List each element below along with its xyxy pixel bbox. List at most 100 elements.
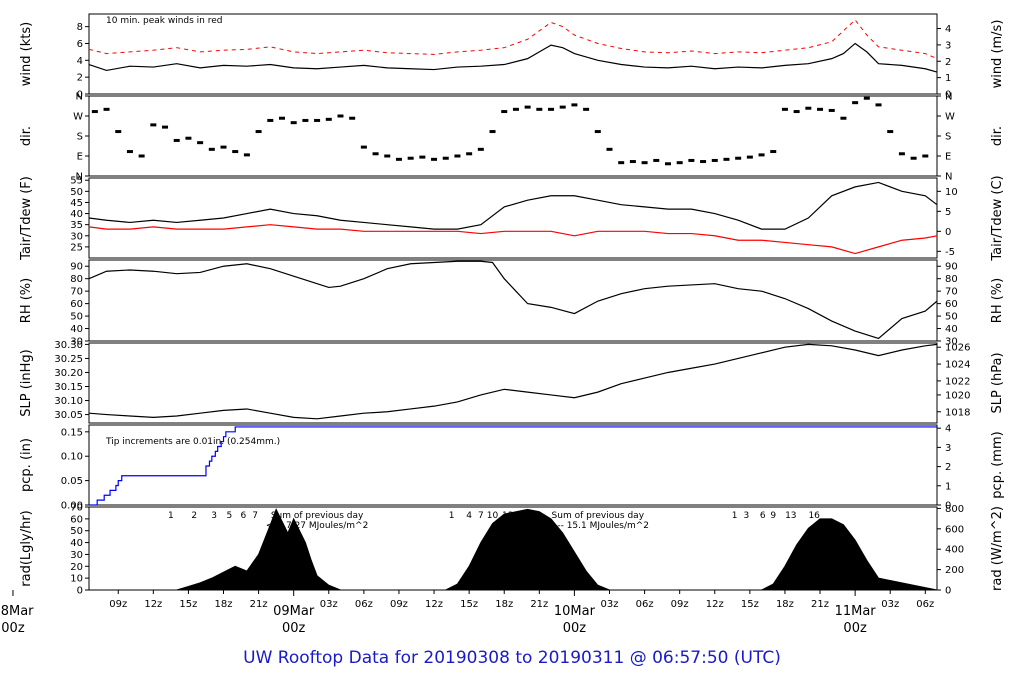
dir-point — [91, 110, 98, 114]
dir-point — [162, 125, 169, 129]
rad-right-tick-label: 800 — [945, 504, 964, 515]
dir-right-tick-label: E — [945, 152, 951, 163]
dir-point — [349, 116, 356, 120]
temp-left-tick-label: 50 — [70, 187, 83, 198]
dir-point — [852, 101, 859, 105]
x-hour-tick-label: 06z — [355, 599, 373, 610]
dir-point — [407, 156, 414, 160]
dir-right-tick-label: S — [945, 132, 951, 143]
rh-left-tick-label: 90 — [70, 262, 83, 273]
rh-right-tick-label: 50 — [945, 312, 958, 323]
dir-point — [173, 138, 180, 142]
x-day-label: 09Mar — [273, 604, 315, 619]
dir-ylabel-left: dir. — [19, 126, 34, 146]
slp-ylabel-right: SLP (hPa) — [990, 352, 1005, 413]
dir-point — [419, 155, 426, 159]
rad-right-tick-label: 400 — [945, 545, 964, 556]
wind-left-tick-label: 2 — [77, 73, 83, 84]
wind-frame — [88, 13, 938, 95]
dir-point — [898, 152, 905, 156]
chart-footer-title: UW Rooftop Data for 20190308 to 20190311… — [243, 648, 781, 668]
x-hour-tick-label: 12z — [706, 599, 724, 610]
pcp-frame — [88, 424, 938, 506]
temp-left-tick-label: 55 — [70, 176, 83, 187]
rad-hour-mark: 2 — [191, 511, 197, 521]
dir-point — [208, 147, 215, 151]
pcp-right-tick-label: 3 — [945, 443, 951, 454]
x-day-label: 08Mar — [0, 604, 34, 619]
x-hour-tick-label: 21z — [250, 599, 268, 610]
dir-point — [629, 160, 636, 164]
dir-point — [466, 152, 473, 156]
rh-left-tick-label: 80 — [70, 274, 83, 285]
dir-point — [746, 155, 753, 159]
wind-left-tick-label: 6 — [77, 39, 83, 50]
dir-point — [126, 150, 133, 154]
rad-hour-mark: 4 — [466, 511, 472, 521]
dir-point — [618, 161, 625, 165]
rh-left-tick-label: 60 — [70, 299, 83, 310]
temp-right-tick-label: 5 — [945, 207, 951, 218]
rh-right-tick-label: 90 — [945, 262, 958, 273]
wind-right-tick-label: 2 — [945, 57, 951, 68]
temp-tdew-line — [88, 224, 938, 255]
wind-peak-line — [88, 19, 938, 60]
dir-point — [232, 150, 239, 154]
dir-point — [781, 107, 788, 111]
x-hour-tick-label: 12z — [144, 599, 162, 610]
dir-point — [477, 147, 484, 151]
dir-point — [653, 158, 660, 162]
dir-point — [606, 147, 613, 151]
dir-panel — [85, 95, 941, 177]
temp-right-tick-label: -5 — [945, 247, 955, 258]
dir-point — [185, 136, 192, 140]
dir-point — [489, 130, 496, 134]
wind-right-tick-label: 1 — [945, 73, 951, 84]
temp-right-tick-label: 10 — [945, 187, 958, 198]
rad-left-tick-label: 40 — [70, 538, 83, 549]
rad-right-tick-label: 0 — [945, 586, 951, 597]
dir-point — [290, 121, 297, 125]
dir-point — [711, 158, 718, 162]
dir-left-tick-label: W — [73, 112, 83, 123]
dir-point — [922, 154, 929, 158]
x-hour-tick-label: 21z — [530, 599, 548, 610]
rad-hour-mark: 15 — [525, 511, 536, 521]
rad-hour-mark: 7 — [252, 511, 258, 521]
rad-area — [89, 508, 938, 591]
rad-hour-mark: 7 — [478, 511, 484, 521]
x-hour-tick-label: 18z — [495, 599, 513, 610]
dir-point — [442, 156, 449, 160]
rad-hour-mark: 1 — [732, 511, 738, 521]
rad-hour-mark: 1 — [168, 511, 174, 521]
dir-point — [512, 107, 519, 111]
dir-point — [197, 141, 204, 145]
slp-right-tick-label: 1024 — [945, 360, 970, 371]
rh-right-tick-label: 30 — [945, 337, 958, 348]
dir-point — [735, 156, 742, 160]
dir-point — [641, 161, 648, 165]
slp-right-tick-label: 1020 — [945, 390, 970, 401]
rh-left-tick-label: 70 — [70, 287, 83, 298]
wind-right-tick-label: 3 — [945, 40, 951, 51]
rad-sum-note-value: <--- 7.27 MJoules/m^2 — [266, 521, 368, 531]
dir-point — [817, 107, 824, 111]
dir-point — [828, 108, 835, 112]
dir-point — [337, 114, 344, 118]
wind-left-tick-label: 8 — [77, 22, 83, 33]
x-hour-tick-label: 15z — [741, 599, 759, 610]
rh-right-tick-label: 70 — [945, 287, 958, 298]
x-hour-tick-label: 15z — [179, 599, 197, 610]
pcp-left-tick-label: 0.00 — [61, 501, 83, 512]
rad-right-tick-label: 200 — [945, 565, 964, 576]
pcp-right-tick-label: 4 — [945, 424, 951, 435]
slp-ylabel-left: SLP (inHg) — [19, 349, 34, 417]
x-hour-tick-label: 03z — [320, 599, 338, 610]
dir-point — [360, 145, 367, 149]
pcp-left-tick-label: 0.05 — [61, 476, 83, 487]
temp-tair-line — [88, 181, 938, 230]
wind-wind-line — [88, 42, 938, 73]
temp-ylabel-right: Tair/Tdew (C) — [990, 175, 1005, 261]
dir-point — [594, 130, 601, 134]
rad-panel — [85, 506, 941, 591]
